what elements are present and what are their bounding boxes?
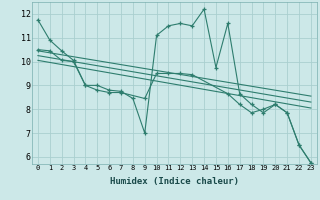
X-axis label: Humidex (Indice chaleur): Humidex (Indice chaleur): [110, 177, 239, 186]
